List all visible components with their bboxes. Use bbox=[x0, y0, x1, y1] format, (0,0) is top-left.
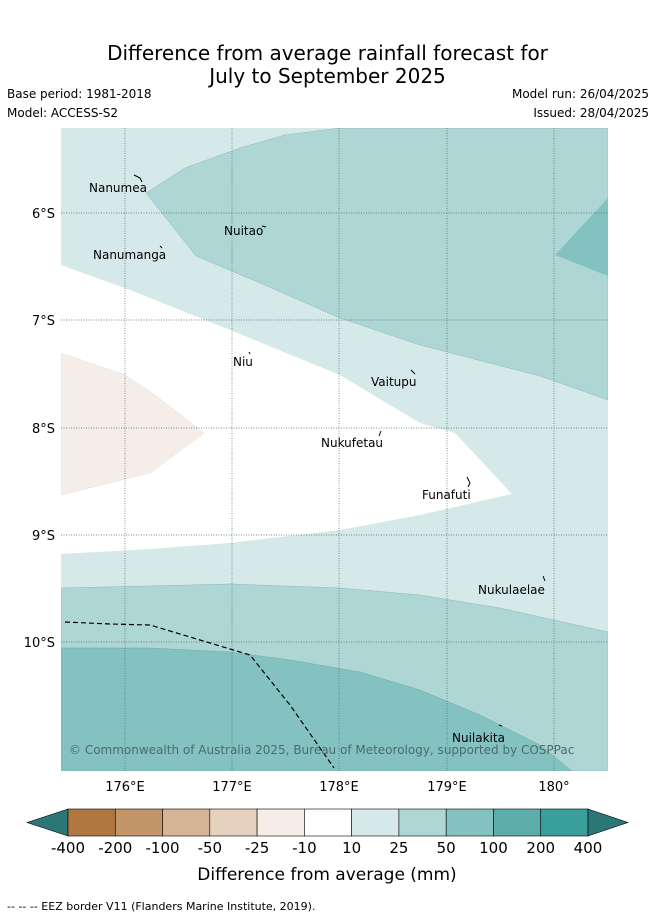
island-label: Vaitupu bbox=[371, 375, 417, 389]
legend-swatch bbox=[540, 808, 589, 837]
model-run: Model run: 26/04/2025 bbox=[511, 87, 649, 101]
island-label: Nanumea bbox=[89, 181, 147, 195]
lon-label: 176°E bbox=[105, 780, 145, 795]
legend-tick-label: 25 bbox=[389, 839, 408, 857]
island-label: Nukulaelae bbox=[478, 583, 545, 597]
island-label: Nuitao bbox=[224, 224, 263, 238]
graticule bbox=[61, 128, 608, 771]
island-mark-nuilakita bbox=[498, 724, 503, 727]
band-northeast-50-100 bbox=[555, 198, 608, 276]
legend-extend-low bbox=[26, 808, 69, 837]
legend-tick-label: -50 bbox=[198, 839, 223, 857]
lon-label: 177°E bbox=[212, 780, 252, 795]
island-mark-nukufetau bbox=[378, 430, 382, 437]
island-label: Nuilakita bbox=[452, 731, 505, 745]
band-near-average bbox=[61, 265, 512, 554]
lat-label: 6°S bbox=[32, 207, 55, 222]
lat-label: 8°S bbox=[32, 422, 55, 437]
legend-tick-label: -400 bbox=[51, 839, 85, 857]
legend-title: Difference from average (mm) bbox=[197, 865, 456, 885]
base-period: Base period: 1981-2018 bbox=[7, 87, 152, 101]
legend-tick-label: 100 bbox=[479, 839, 508, 857]
legend-swatch bbox=[493, 808, 542, 837]
island-label: Funafuti bbox=[422, 488, 471, 502]
copyright-attribution: © Commonwealth of Australia 2025, Bureau… bbox=[69, 743, 574, 757]
island-mark-funafuti bbox=[466, 476, 471, 488]
island-mark-niu bbox=[248, 351, 251, 355]
legend-tick-label: 50 bbox=[437, 839, 456, 857]
legend-swatch bbox=[398, 808, 447, 837]
lon-label: 178°E bbox=[319, 780, 359, 795]
island-label: Niu bbox=[233, 355, 253, 369]
lat-label: 10°S bbox=[24, 636, 55, 651]
eez-border bbox=[64, 621, 335, 769]
legend-colorbar bbox=[26, 808, 629, 837]
legend-tick-label: 400 bbox=[574, 839, 603, 857]
model-name: Model: ACCESS-S2 bbox=[7, 106, 119, 120]
legend-tick-label: -100 bbox=[146, 839, 180, 857]
issued-date: Issued: 28/04/2025 bbox=[533, 106, 649, 120]
lat-label: 7°S bbox=[32, 314, 55, 329]
island-label: Nanumanga bbox=[93, 248, 166, 262]
map-area: Nanumea Nuitao Nanumanga Niu Vaitupu Nuk… bbox=[61, 128, 608, 771]
island-mark-nanumea bbox=[133, 174, 143, 183]
band-dry-10-25 bbox=[61, 352, 205, 496]
eez-footnote: -- -- -- EEZ border V11 (Flanders Marine… bbox=[7, 900, 316, 913]
legend-tick-label: -10 bbox=[292, 839, 317, 857]
band-south-50-100 bbox=[61, 647, 573, 771]
legend-tick-label: 200 bbox=[526, 839, 555, 857]
island-mark-nukulaelae bbox=[542, 575, 546, 582]
legend-swatch bbox=[304, 808, 352, 837]
lon-label: 180° bbox=[538, 780, 569, 795]
legend-swatch bbox=[67, 808, 116, 837]
legend-tick-label: 10 bbox=[342, 839, 361, 857]
legend-swatch bbox=[114, 808, 163, 837]
legend-swatch bbox=[445, 808, 494, 837]
island-mark-nanumanga bbox=[159, 245, 163, 249]
title-line-1: Difference from average rainfall forecas… bbox=[107, 41, 548, 65]
band-north-25-50 bbox=[145, 128, 608, 401]
lon-label: 179°E bbox=[427, 780, 467, 795]
legend-extend-high bbox=[587, 808, 629, 837]
island-marks bbox=[133, 174, 546, 727]
legend-swatch bbox=[351, 808, 400, 837]
title-line-2: July to September 2025 bbox=[209, 64, 446, 88]
legend-tick-label: -200 bbox=[98, 839, 132, 857]
legend-swatch bbox=[162, 808, 211, 837]
legend-tick-label: -25 bbox=[245, 839, 270, 857]
island-mark-vaitupu bbox=[410, 369, 416, 375]
legend-swatch bbox=[209, 808, 258, 837]
island-mark-nuitao bbox=[261, 225, 267, 228]
island-label: Nukufetau bbox=[321, 436, 383, 450]
legend-swatch bbox=[256, 808, 305, 837]
lat-label: 9°S bbox=[32, 529, 55, 544]
